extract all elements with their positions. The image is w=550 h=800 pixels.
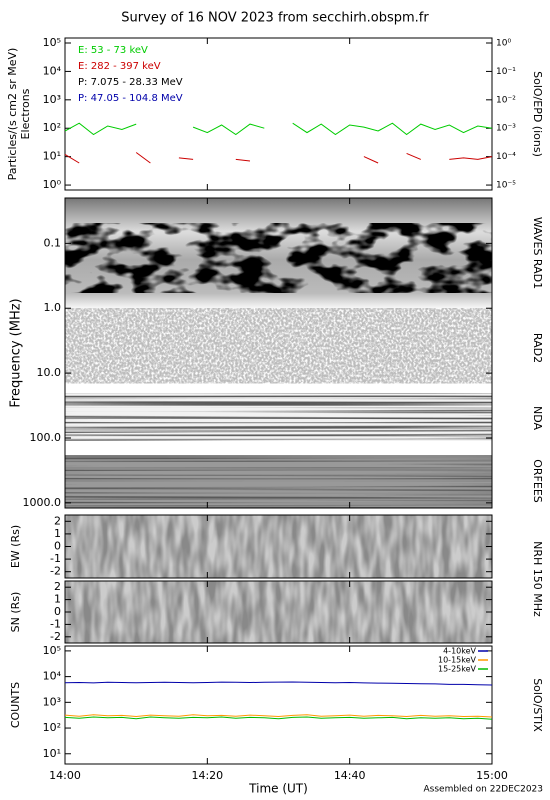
legend-label: 10-15keV (438, 656, 477, 665)
y-tick-label: 10³ (43, 93, 61, 106)
y2-tick-label: 10⁻³ (496, 124, 516, 134)
series-line (64, 681, 493, 686)
band-label: NDA (531, 406, 544, 431)
legend-label: E: 282 - 397 keV (78, 61, 161, 72)
x-axis-label: Time (UT) (248, 782, 308, 796)
nrh-image-texture (65, 515, 492, 578)
chart-title: Survey of 16 NOV 2023 from secchirh.obsp… (121, 11, 429, 26)
y-tick-label: 2 (54, 514, 61, 527)
y-tick-label: 0.1 (44, 236, 62, 249)
y-tick-label: 10¹ (43, 747, 61, 760)
y-axis-label: Electrons (19, 88, 32, 139)
series-line (64, 152, 493, 164)
right-label: NRH 150 MHz (531, 541, 544, 617)
spectrogram-nda-lines (65, 393, 492, 441)
note: Assembled on 22DEC2023 (424, 785, 544, 795)
y-axis-label: SN (Rs) (9, 592, 22, 633)
y2-tick-label: 10⁻¹ (496, 67, 516, 77)
y-tick-label: 1 (54, 527, 61, 540)
y-tick-label: 10⁰ (43, 178, 62, 191)
series-line (64, 122, 493, 136)
y-tick-label: 10⁵ (43, 36, 61, 49)
y-tick-label: 10³ (43, 695, 61, 708)
x-tick-label: 14:20 (191, 769, 223, 782)
y-axis-label: Frequency (MHz) (9, 298, 24, 407)
x-tick-label: 15:00 (476, 769, 508, 782)
y-tick-label: 1 (54, 593, 61, 606)
spectrogram-rad2-noise (65, 308, 492, 384)
y-tick-label: 100.0 (30, 431, 62, 444)
y-tick-label: 10² (43, 721, 61, 734)
y-tick-label: 10² (43, 121, 61, 134)
panel-frame (64, 197, 493, 509)
y-tick-label: 10¹ (43, 150, 61, 163)
y2-tick-label: 10⁰ (496, 39, 511, 49)
y-tick-label: -2 (50, 630, 61, 643)
legend-label: P: 7.075 - 28.33 MeV (78, 77, 183, 88)
x-tick-label: 14:40 (334, 769, 366, 782)
right-label: SolO/EPD (ions) (531, 71, 544, 157)
y-tick-label: 2 (54, 580, 61, 593)
panel-frame (64, 645, 493, 765)
y-tick-label: -1 (50, 617, 61, 630)
y-tick-label: 0 (54, 540, 61, 553)
nrh-image-texture (65, 581, 492, 643)
y-axis-label: Particles/(s cm2 sr MeV) (6, 48, 19, 181)
legend-label: E: 53 - 73 keV (78, 45, 148, 56)
y-tick-label: 1000.0 (23, 496, 62, 509)
spectrogram-orfees-lines (65, 455, 492, 508)
x-tick-label: 14:00 (49, 769, 81, 782)
y-axis-label: EW (Rs) (9, 525, 22, 568)
y-tick-label: 10⁴ (43, 670, 62, 683)
y-tick-label: 10⁴ (43, 64, 62, 77)
legend-label: 15-25keV (438, 665, 477, 674)
y-tick-label: 10.0 (37, 366, 62, 379)
band-label: WAVES RAD1 (531, 217, 544, 289)
spectrogram-rad1-burst (65, 223, 492, 293)
y-axis-label: COUNTS (9, 682, 22, 728)
y-tick-label: 1.0 (44, 301, 62, 314)
series-line (64, 714, 493, 718)
y2-tick-label: 10⁻⁴ (496, 152, 516, 162)
y-tick-label: -2 (50, 565, 61, 578)
y-tick-label: 0 (54, 605, 61, 618)
y-tick-label: -1 (50, 552, 61, 565)
y2-tick-label: 10⁻² (496, 95, 516, 105)
y2-tick-label: 10⁻⁵ (496, 181, 516, 191)
band-label: ORFEES (531, 459, 544, 503)
panel-frame (64, 37, 493, 191)
legend-label: P: 47.05 - 104.8 MeV (78, 93, 183, 104)
series-line (64, 716, 493, 720)
y-tick-label: 10⁵ (43, 644, 61, 657)
legend-label: 4-10keV (443, 647, 476, 656)
band-label: RAD2 (531, 333, 544, 363)
right-label: SolO/STIX (531, 678, 544, 732)
